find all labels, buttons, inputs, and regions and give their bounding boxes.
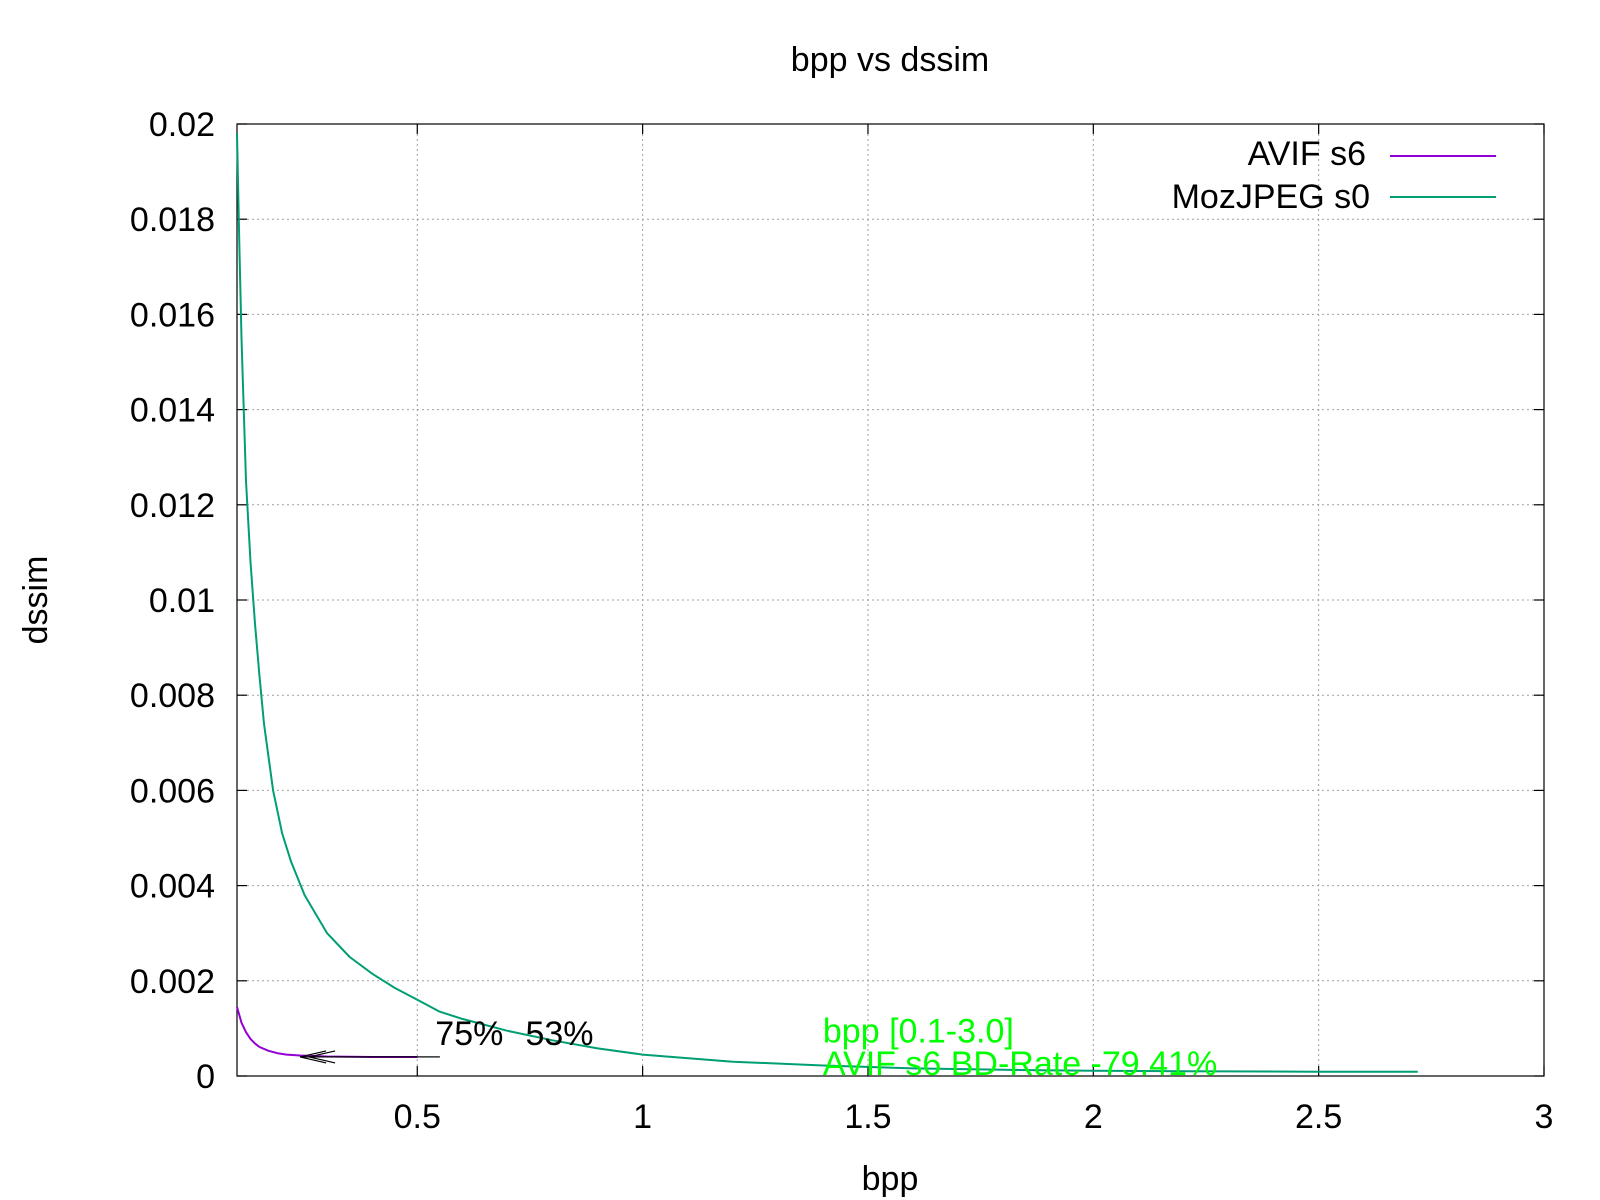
y-tick-label: 0.014 <box>130 392 215 430</box>
y-axis-title: dssim <box>17 556 55 645</box>
y-tick-label: 0.02 <box>149 106 215 144</box>
tick-labels: 0.5 1 1.5 2 2.5 3 0 0.002 0.004 0.006 0.008 0.01 0.0… <box>130 106 1554 1136</box>
annotation-layer: 75% 53% bpp [0.1-3.0]AVIF s6 BD-Rate -79.4… <box>299 1013 1217 1083</box>
x-tick-label: 2 <box>1084 1098 1103 1136</box>
pct-label-2: 53% <box>525 1015 593 1053</box>
x-tick-label: 1 <box>633 1098 652 1136</box>
pct-label-1: 75% <box>435 1015 503 1053</box>
y-tick-label: 0.012 <box>130 487 215 525</box>
y-tick-label: 0.008 <box>130 677 215 715</box>
x-tick-label: 0.5 <box>394 1098 441 1136</box>
x-tick-label: 1.5 <box>844 1098 891 1136</box>
grid <box>237 124 1544 1076</box>
y-tick-label: 0.002 <box>130 963 215 1001</box>
y-tick-label: 0.01 <box>149 582 215 620</box>
bpp-range-note: bpp [0.1-3.0] <box>823 1013 1014 1051</box>
y-tick-label: 0.006 <box>130 772 215 810</box>
x-tick-label: 2.5 <box>1295 1098 1342 1136</box>
x-axis-title: bpp <box>862 1160 919 1198</box>
y-tick-label: 0.004 <box>130 868 215 906</box>
legend-label-avif: AVIF s6 <box>1248 135 1366 173</box>
legend-label-mozjpeg: MozJPEG s0 <box>1172 178 1370 216</box>
y-tick-label: 0.016 <box>130 296 215 334</box>
x-tick-label: 3 <box>1535 1098 1554 1136</box>
y-tick-label: 0.018 <box>130 201 215 239</box>
legend: AVIF s6 MozJPEG s0 <box>1172 135 1496 216</box>
bd-rate-note: AVIF s6 BD-Rate -79.41% <box>823 1045 1217 1083</box>
bd-arrow-head <box>299 1050 327 1064</box>
series-line-mozjpeg <box>236 133 1418 1073</box>
chart-title: bpp vs dssim <box>791 41 989 79</box>
y-tick-label: 0 <box>196 1058 215 1096</box>
